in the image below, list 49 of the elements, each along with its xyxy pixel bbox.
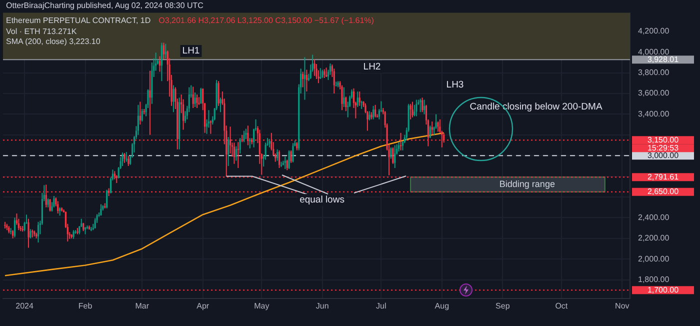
annotation: LH3 bbox=[446, 80, 464, 91]
candlestick bbox=[304, 57, 306, 100]
ref-line-label: 3,150.00 bbox=[647, 135, 680, 144]
y-tick-label: 2,400.00 bbox=[638, 212, 670, 222]
text: OtterBiraajCharting published, Aug 02, 2024 08:30 UTC bbox=[6, 1, 204, 10]
candlestick bbox=[198, 97, 200, 105]
annotation: equal lows bbox=[300, 194, 345, 206]
annotation: O3,201.66 H3,217.06 L3,125.00 C3,150.00 −51.67 (−1.61%) bbox=[158, 16, 374, 25]
candlestick bbox=[32, 230, 34, 238]
y-tick-label: 3,400.00 bbox=[638, 109, 670, 118]
candlestick bbox=[220, 98, 222, 112]
x-tick-label: Mar bbox=[135, 301, 150, 310]
x-tick-label: Oct bbox=[555, 301, 568, 310]
x-tick-label: Apr bbox=[196, 301, 210, 310]
x-tick-label: Jul bbox=[376, 301, 386, 310]
ref-line-label: 2,791.61 bbox=[647, 172, 680, 182]
text: 15:29:53 bbox=[647, 143, 680, 152]
x-tick-label: Sep bbox=[496, 301, 510, 310]
candlestick bbox=[4, 222, 6, 229]
x-tick-label: Feb bbox=[78, 301, 93, 310]
y-tick-label: 1,800.00 bbox=[638, 274, 670, 284]
y-tick-label: 4,000.00 bbox=[638, 47, 670, 56]
x-tick-label: Jun bbox=[316, 301, 329, 310]
candlestick bbox=[237, 142, 239, 168]
candlestick bbox=[245, 128, 247, 140]
x-tick-label: Nov bbox=[615, 301, 630, 310]
annotation: LH2 bbox=[363, 62, 381, 73]
y-tick-label: 2,000.00 bbox=[638, 254, 670, 264]
ref-line-label: 2,650.00 bbox=[647, 187, 680, 196]
ref-line-label: 3,000.00 bbox=[647, 150, 680, 160]
y-tick-label: 4,200.00 bbox=[638, 26, 670, 36]
band-label: Bidding range bbox=[499, 178, 555, 189]
annotation: SMA (200, close) 3,223.10 bbox=[6, 37, 100, 46]
ref-line-label: 1,700.00 bbox=[647, 285, 680, 294]
chart-title: Ethereum PERPETUAL CONTRACT, 1D bbox=[6, 16, 151, 25]
annotation: Vol · ETH 713.271K bbox=[6, 27, 77, 36]
y-tick-label: 3,800.00 bbox=[638, 68, 670, 78]
candlestick bbox=[76, 228, 78, 234]
x-tick-label: Aug bbox=[434, 301, 450, 310]
ref-line-label: 3,928.01 bbox=[647, 54, 680, 64]
y-tick-label: 2,200.00 bbox=[638, 234, 670, 243]
candlestick bbox=[149, 70, 151, 135]
candlestick bbox=[210, 120, 212, 134]
annotation: LH1 bbox=[182, 46, 200, 57]
x-tick-label: 2024 bbox=[16, 301, 34, 310]
y-tick-label: 3,600.00 bbox=[638, 88, 670, 98]
x-tick-label: May bbox=[254, 301, 270, 310]
candlestick bbox=[126, 152, 128, 162]
annotation: Candle closing below 200-DMA bbox=[470, 102, 603, 113]
